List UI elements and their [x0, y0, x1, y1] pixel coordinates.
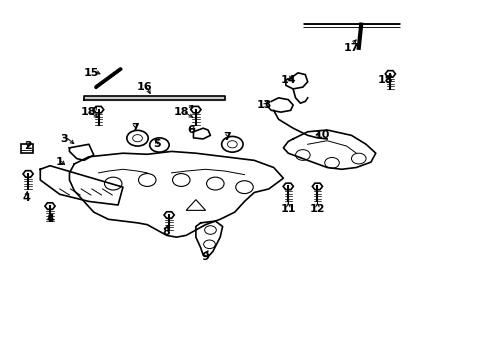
Text: 17: 17	[343, 43, 359, 53]
Text: 9: 9	[201, 252, 209, 262]
Text: 15: 15	[83, 68, 99, 78]
Text: 10: 10	[314, 130, 329, 140]
Text: 5: 5	[153, 139, 161, 149]
Text: 18: 18	[173, 107, 189, 117]
Text: 1: 1	[56, 157, 63, 167]
Text: 2: 2	[24, 141, 32, 151]
Bar	[21, 144, 33, 153]
Text: 12: 12	[309, 203, 325, 213]
Text: 16: 16	[137, 82, 152, 92]
Text: 14: 14	[280, 75, 295, 85]
Text: 4: 4	[46, 214, 54, 224]
Text: 18: 18	[377, 75, 392, 85]
Text: 7: 7	[131, 123, 139, 133]
Polygon shape	[84, 96, 224, 100]
Text: 6: 6	[187, 125, 195, 135]
Text: 7: 7	[223, 132, 231, 142]
Text: 18: 18	[81, 107, 97, 117]
Text: 3: 3	[61, 134, 68, 144]
Text: 4: 4	[22, 193, 31, 203]
Text: 11: 11	[280, 203, 295, 213]
Text: 13: 13	[256, 100, 271, 110]
Text: 8: 8	[163, 227, 170, 237]
